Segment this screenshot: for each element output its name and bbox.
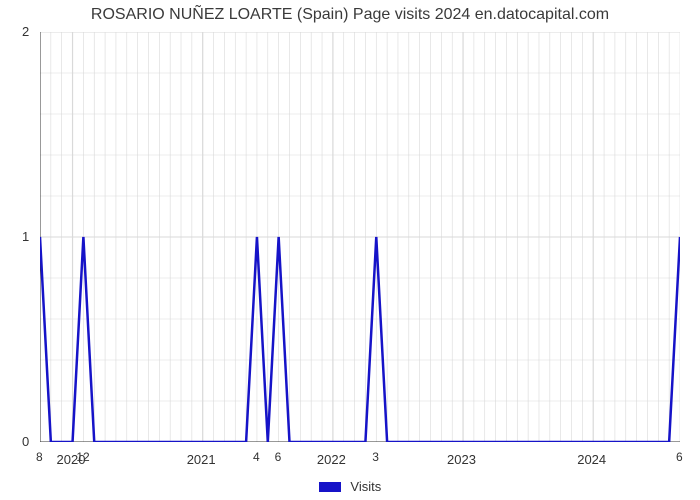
- legend-swatch: [319, 482, 341, 492]
- legend: Visits: [0, 478, 700, 494]
- y-tick-label: 2: [22, 24, 29, 39]
- x-tick-label: 2023: [447, 452, 476, 467]
- value-tick-label: 4: [253, 450, 260, 464]
- legend-label: Visits: [350, 479, 381, 494]
- y-tick-label: 0: [22, 434, 29, 449]
- value-tick-label: 3: [372, 450, 379, 464]
- value-tick-label: 6: [676, 450, 683, 464]
- plot-svg: [40, 32, 680, 442]
- value-tick-label: 12: [76, 450, 89, 464]
- x-tick-label: 2022: [317, 452, 346, 467]
- chart-title: ROSARIO NUÑEZ LOARTE (Spain) Page visits…: [0, 6, 700, 24]
- value-tick-label: 8: [36, 450, 43, 464]
- x-tick-label: 2021: [187, 452, 216, 467]
- plot-area: [40, 32, 680, 442]
- y-tick-label: 1: [22, 229, 29, 244]
- value-tick-label: 6: [275, 450, 282, 464]
- chart-root: ROSARIO NUÑEZ LOARTE (Spain) Page visits…: [0, 0, 700, 500]
- x-tick-label: 2024: [577, 452, 606, 467]
